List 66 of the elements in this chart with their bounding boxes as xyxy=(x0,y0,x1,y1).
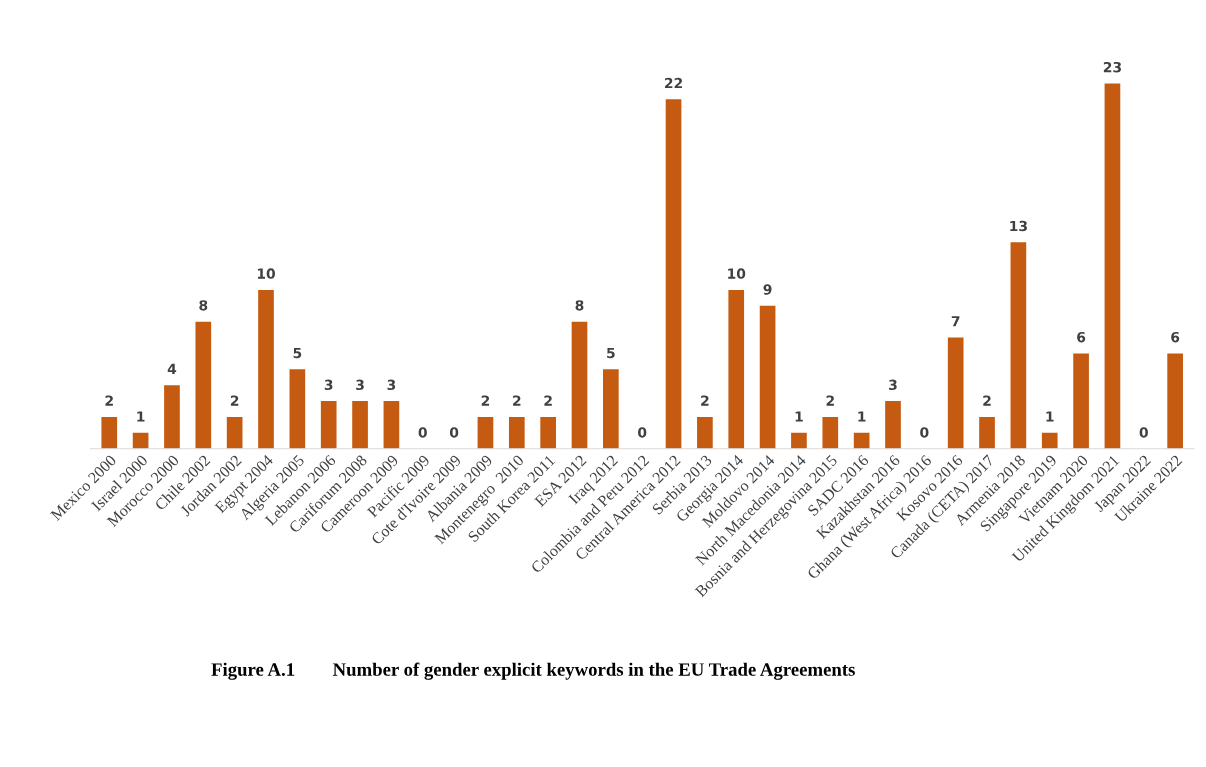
bar xyxy=(508,416,525,449)
data-label: 1 xyxy=(1046,411,1054,422)
data-label: 1 xyxy=(137,411,145,422)
bar xyxy=(477,416,494,449)
bar xyxy=(759,305,776,449)
bar xyxy=(697,416,713,449)
bar xyxy=(383,401,400,449)
data-label: 9 xyxy=(763,284,772,295)
bar xyxy=(728,289,745,449)
data-label: 2 xyxy=(105,395,113,406)
data-label: 1 xyxy=(858,411,866,422)
data-label: 4 xyxy=(167,363,177,374)
bar xyxy=(101,416,118,449)
data-label: 3 xyxy=(356,379,364,391)
bar xyxy=(1041,432,1058,449)
bar xyxy=(540,416,556,449)
data-label: 2 xyxy=(826,395,834,406)
data-label: 2 xyxy=(513,395,521,406)
bar xyxy=(1167,353,1183,449)
data-label: 7 xyxy=(951,316,960,327)
data-label: 3 xyxy=(387,379,396,391)
data-label: 10 xyxy=(728,268,746,279)
bar xyxy=(571,321,588,449)
data-label: 22 xyxy=(664,77,682,89)
bar xyxy=(885,401,901,449)
bar xyxy=(1010,242,1027,449)
data-label: 0 xyxy=(920,427,929,438)
data-label: 2 xyxy=(230,395,239,406)
data-label: 6 xyxy=(1171,331,1180,343)
text: Figure A.1 Number of gender explicit keywords in the EU Trade Agreements xyxy=(211,662,855,680)
bar xyxy=(979,416,995,449)
data-label: 3 xyxy=(889,379,897,391)
bar xyxy=(258,289,274,449)
bar xyxy=(665,99,682,449)
data-label: 1 xyxy=(795,411,803,422)
bar xyxy=(289,369,306,449)
bar xyxy=(320,401,337,449)
data-label: 5 xyxy=(607,347,615,359)
data-label: 0 xyxy=(1139,427,1148,438)
data-label: 2 xyxy=(481,395,490,406)
data-label: 2 xyxy=(983,395,991,406)
bar xyxy=(132,432,149,449)
data-label: 5 xyxy=(293,347,302,359)
data-label: 3 xyxy=(324,379,333,391)
data-label: 0 xyxy=(638,427,647,438)
data-label: 2 xyxy=(701,395,709,406)
bar xyxy=(853,432,870,449)
data-label: 6 xyxy=(1077,331,1086,343)
data-label: 8 xyxy=(199,300,208,311)
data-label: 10 xyxy=(257,268,276,279)
bar xyxy=(164,385,180,449)
data-label: 8 xyxy=(575,300,584,311)
bar xyxy=(352,401,368,449)
bar xyxy=(822,416,839,449)
bar xyxy=(791,432,807,449)
data-label: 23 xyxy=(1103,61,1121,73)
data-label: 2 xyxy=(544,395,552,406)
bar xyxy=(947,337,964,449)
data-label: 0 xyxy=(449,427,459,438)
bar xyxy=(1104,83,1121,449)
bar xyxy=(226,416,243,449)
data-label: 0 xyxy=(418,427,427,438)
bar xyxy=(195,321,212,449)
data-label: 13 xyxy=(1010,220,1027,232)
bar xyxy=(1073,353,1089,449)
bar xyxy=(603,369,619,449)
